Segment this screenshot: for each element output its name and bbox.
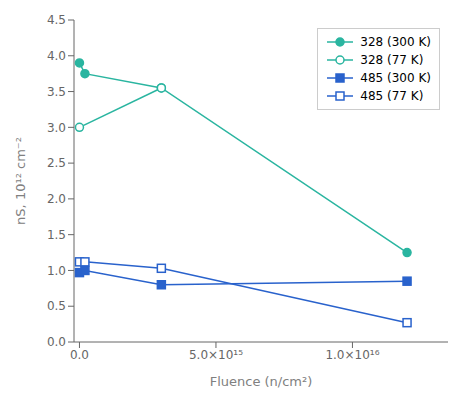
html-text:485 (300 K): 485 (300 K) <box>360 71 431 85</box>
svg-text:0.0: 0.0 <box>70 348 89 362</box>
svg-text:0.5: 0.5 <box>47 299 66 313</box>
svg-text:1.5: 1.5 <box>47 228 66 242</box>
svg-text:3.5: 3.5 <box>47 85 66 99</box>
svg-text:1.0×10¹⁶: 1.0×10¹⁶ <box>325 348 379 362</box>
svg-text:nS, 10¹² cm⁻²: nS, 10¹² cm⁻² <box>13 137 28 225</box>
svg-text:5.0×10¹⁵: 5.0×10¹⁵ <box>189 348 243 362</box>
svg-text:4.0: 4.0 <box>47 49 66 63</box>
svg-text:0.0: 0.0 <box>47 335 66 349</box>
svg-text:1.0: 1.0 <box>47 264 66 278</box>
svg-text:3.0: 3.0 <box>47 121 66 135</box>
html-text:485 (77 K): 485 (77 K) <box>360 89 424 103</box>
svg-text:2.5: 2.5 <box>47 156 66 170</box>
html-text:328 (77 K): 328 (77 K) <box>360 53 424 67</box>
svg-text:4.5: 4.5 <box>47 13 66 27</box>
html-text:328 (300 K): 328 (300 K) <box>360 35 431 49</box>
svg-text:Fluence (n/cm²): Fluence (n/cm²) <box>210 374 313 389</box>
svg-text:2.0: 2.0 <box>47 192 66 206</box>
